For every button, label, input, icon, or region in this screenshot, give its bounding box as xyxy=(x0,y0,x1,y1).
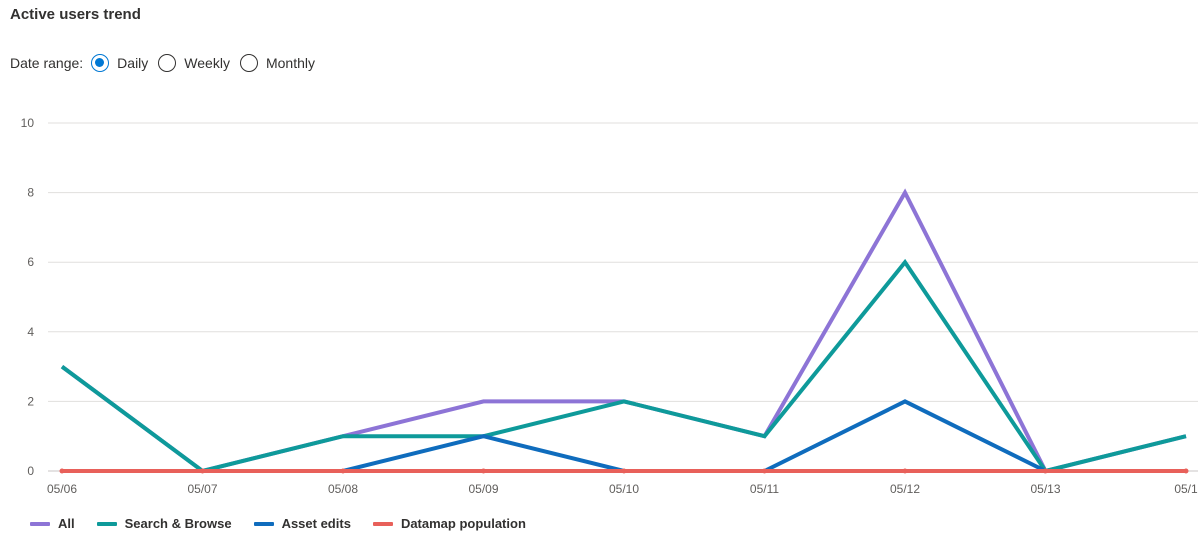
legend-swatch xyxy=(30,521,50,526)
legend-label: Datamap population xyxy=(400,516,526,531)
x-tick-label: 05/06 xyxy=(47,482,77,496)
x-tick-label: 05/1 xyxy=(1174,482,1198,496)
x-tick-label: 05/10 xyxy=(609,482,639,496)
series-line xyxy=(60,258,1187,474)
y-tick-label: 0 xyxy=(27,464,34,478)
x-tick-label: 05/07 xyxy=(187,482,217,496)
legend-item-datamap-population[interactable]: Datamap population xyxy=(372,516,526,531)
date-range-option-monthly[interactable]: Monthly xyxy=(239,54,315,72)
date-range-option-label: Daily xyxy=(117,55,149,71)
y-tick-label: 2 xyxy=(27,394,34,408)
line-chart: 0 2 4 6 8 10 05/06 05/07 05/08 05/09 05/10 05/11 05/… xyxy=(21,116,1198,496)
data-point xyxy=(762,468,767,474)
data-point xyxy=(1043,468,1048,474)
x-tick-label: 05/13 xyxy=(1030,482,1060,496)
data-point xyxy=(1183,468,1189,474)
legend-swatch xyxy=(96,521,117,526)
x-tick-label: 05/12 xyxy=(890,482,920,496)
data-point xyxy=(200,468,205,474)
x-tick-label: 05/11 xyxy=(750,482,779,496)
x-tick-label: 05/08 xyxy=(328,482,358,496)
radio-unselected-icon[interactable] xyxy=(158,54,177,72)
date-range-label: Date range: xyxy=(10,55,84,71)
data-point xyxy=(621,468,627,474)
radio-selected-icon[interactable] xyxy=(91,54,110,72)
legend-item-all[interactable]: All xyxy=(30,516,75,531)
radio-unselected-icon[interactable] xyxy=(239,54,258,72)
legend-label: Asset edits xyxy=(281,516,351,531)
legend-item-asset-edits[interactable]: Asset edits xyxy=(253,516,351,531)
data-point xyxy=(59,468,65,474)
y-tick-label: 10 xyxy=(21,116,35,130)
y-tick-label: 6 xyxy=(27,255,34,269)
date-range-option-label: Monthly xyxy=(265,55,315,71)
data-point xyxy=(902,468,908,474)
legend-swatch xyxy=(372,521,393,526)
legend-item-search-browse[interactable]: Search & Browse xyxy=(96,516,232,531)
date-range-option-label: Weekly xyxy=(184,55,230,71)
legend-label: Search & Browse xyxy=(124,516,232,531)
data-point xyxy=(340,468,346,474)
date-range-option-daily[interactable]: Daily xyxy=(91,54,148,72)
chart-legend: All Search & Browse Asset edits Datamap … xyxy=(30,516,548,531)
y-tick-label: 8 xyxy=(27,186,34,200)
x-tick-label: 05/09 xyxy=(468,482,498,496)
legend-swatch xyxy=(253,521,274,526)
legend-label: All xyxy=(58,516,75,531)
date-range-selector: Date range: Daily Weekly Monthly xyxy=(10,52,325,74)
date-range-option-weekly[interactable]: Weekly xyxy=(158,54,230,72)
chart-title: Active users trend xyxy=(10,6,141,23)
data-point xyxy=(481,468,486,474)
y-tick-label: 4 xyxy=(27,325,34,339)
